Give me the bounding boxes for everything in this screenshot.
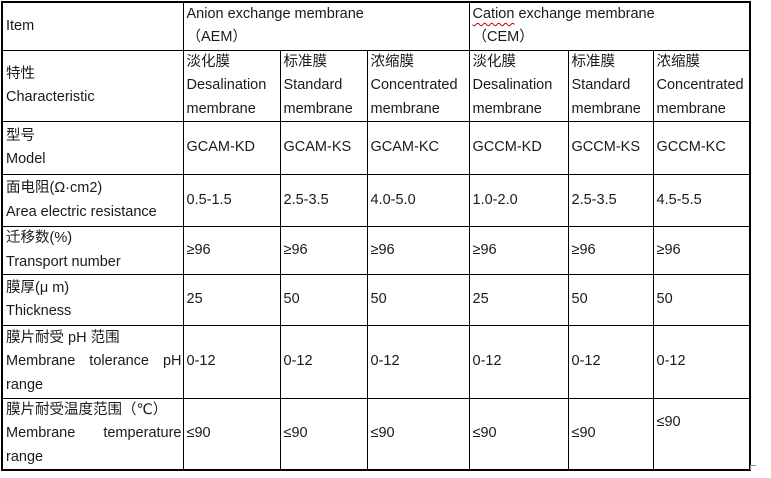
membrane-type-header-cell: 标准膜 Standard membrane (567, 49, 654, 123)
membrane-type-en: Concentrated membrane (370, 77, 458, 117)
value-cell-area-electric-resistance-0: 0.5-1.5 (182, 174, 281, 228)
value-cell-thickness-3: 25 (468, 274, 569, 327)
spec-row-ph-range: 膜片耐受 pH 范围 Membrane tolerance pH range 0-1… (1, 325, 751, 400)
value-cell-temperature-range-1: ≤90 (279, 398, 368, 471)
value-cell-temperature-range-2: ≤90 (366, 398, 470, 471)
row-label-transport-number: 迁移数(%) Transport number (1, 226, 184, 276)
value-cell-model-4: GCCM-KS (567, 121, 654, 176)
value-cell-thickness-2: 50 (366, 274, 470, 327)
value-cell-transport-number-3: ≥96 (468, 226, 569, 276)
membrane-type-en: Standard membrane (571, 77, 641, 117)
membrane-type-en: Concentrated membrane (656, 77, 744, 117)
membrane-type-header-cell: 淡化膜 Desalination membrane (468, 49, 569, 123)
value-cell-ph-range-1: 0-12 (279, 325, 368, 400)
row-label-en: Model (6, 151, 46, 168)
row-label-zh: 膜厚(μ m) (6, 279, 70, 296)
value-cell-area-electric-resistance-2: 4.0-5.0 (366, 174, 470, 228)
row-label-zh: 面电阻(Ω·cm2) (6, 180, 103, 197)
characteristic-zh: 特性 (6, 65, 35, 82)
membrane-type-header-row: 特性 Characteristic 淡化膜 Desalination membra… (1, 49, 751, 123)
value-cell-model-5: GCCM-KC (652, 121, 751, 176)
group-header-aem: Anion exchange membrane （AEM） (182, 1, 470, 51)
row-label-thickness: 膜厚(μ m) Thickness (1, 274, 184, 327)
value-cell-thickness-1: 50 (279, 274, 368, 327)
spec-row-thickness: 膜厚(μ m) Thickness 25 50 50 25 50 50 (1, 274, 751, 327)
value-cell-thickness-0: 25 (182, 274, 281, 327)
row-label-zh: 膜片耐受温度范围（℃） (6, 402, 168, 419)
row-label-en: Membrane temperature range (6, 425, 182, 465)
value-cell-transport-number-5: ≥96 (652, 226, 751, 276)
value-cell-transport-number-1: ≥96 (279, 226, 368, 276)
membrane-type-header-cell: 浓缩膜 Concentrated membrane (652, 49, 751, 123)
group-header-row: Item Anion exchange membrane （AEM） Catio… (1, 1, 751, 51)
membrane-type-zh: 浓缩膜 (656, 53, 701, 70)
item-header-cell: Item (1, 1, 184, 51)
value-cell-thickness-5: 50 (652, 274, 751, 327)
membrane-type-header-cell: 标准膜 Standard membrane (279, 49, 368, 123)
membrane-type-en: Standard membrane (283, 77, 353, 117)
row-label-zh: 型号 (6, 127, 35, 144)
value-cell-ph-range-4: 0-12 (567, 325, 654, 400)
value-cell-model-1: GCAM-KS (279, 121, 368, 176)
group-header-cem: Cation exchange membrane （CEM） (468, 1, 751, 51)
value-cell-model-2: GCAM-KC (366, 121, 470, 176)
group-title-cem: Cation exchange membrane (473, 3, 748, 26)
row-label-en: Area electric resistance (6, 203, 157, 220)
characteristic-en: Characteristic (6, 88, 95, 105)
value-cell-area-electric-resistance-1: 2.5-3.5 (279, 174, 368, 228)
value-cell-transport-number-2: ≥96 (366, 226, 470, 276)
membrane-spec-table: Item Anion exchange membrane （AEM） Catio… (1, 1, 752, 472)
membrane-type-zh: 标准膜 (571, 53, 616, 70)
row-label-temperature-range: 膜片耐受温度范围（℃） Membrane temperature range (1, 398, 184, 471)
value-cell-ph-range-3: 0-12 (468, 325, 569, 400)
value-cell-area-electric-resistance-4: 2.5-3.5 (567, 174, 654, 228)
value-cell-thickness-4: 50 (567, 274, 654, 327)
value-cell-ph-range-5: 0-12 (652, 325, 751, 400)
membrane-type-zh: 标准膜 (283, 53, 328, 70)
membrane-type-en: Desalination membrane (472, 77, 553, 117)
row-label-en: Membrane tolerance pH range (6, 353, 182, 393)
value-cell-temperature-range-0: ≤90 (182, 398, 281, 471)
value-cell-area-electric-resistance-3: 1.0-2.0 (468, 174, 569, 228)
membrane-type-header-cell: 淡化膜 Desalination membrane (182, 49, 281, 123)
spec-row-area-electric-resistance: 面电阻(Ω·cm2) Area electric resistance 0.5-1.… (1, 174, 751, 228)
membrane-type-header-cell: 浓缩膜 Concentrated membrane (366, 49, 470, 123)
group-title-aem: Anion exchange membrane (187, 3, 467, 26)
membrane-type-en: Desalination membrane (186, 77, 267, 117)
table-resize-handle-icon[interactable] (750, 465, 756, 470)
row-label-model: 型号 Model (1, 121, 184, 176)
row-label-zh: 膜片耐受 pH 范围 (6, 329, 120, 346)
spec-row-transport-number: 迁移数(%) Transport number ≥96 ≥96 ≥96 ≥96 ≥96 ≥96 (1, 226, 751, 276)
value-cell-area-electric-resistance-5: 4.5-5.5 (652, 174, 751, 228)
spec-row-model: 型号 Model GCAM-KD GCAM-KS GCAM-KC GCCM-KD GCCM-… (1, 121, 751, 176)
membrane-type-zh: 浓缩膜 (370, 53, 415, 70)
group-title-word: Anion (186, 6, 224, 22)
row-label-en: Transport number (6, 253, 121, 270)
row-label-ph-range: 膜片耐受 pH 范围 Membrane tolerance pH range (1, 325, 184, 400)
membrane-type-zh: 淡化膜 (186, 53, 231, 70)
value-cell-transport-number-4: ≥96 (567, 226, 654, 276)
misspelled-word-squiggle: Cation (472, 6, 515, 22)
row-label-zh: 迁移数(%) (6, 230, 73, 247)
row-label-area-electric-resistance: 面电阻(Ω·cm2) Area electric resistance (1, 174, 184, 228)
spec-row-temperature-range: 膜片耐受温度范围（℃） Membrane temperature range ≤90… (1, 398, 751, 471)
characteristic-header-cell: 特性 Characteristic (1, 49, 184, 123)
membrane-type-zh: 淡化膜 (472, 53, 517, 70)
value-cell-ph-range-2: 0-12 (366, 325, 470, 400)
value-cell-transport-number-0: ≥96 (182, 226, 281, 276)
group-subtitle-cem: （CEM） (472, 29, 534, 46)
group-subtitle-aem: （AEM） (186, 29, 247, 46)
value-cell-model-0: GCAM-KD (182, 121, 281, 176)
value-cell-temperature-range-5: ≤90 (652, 398, 751, 471)
value-cell-temperature-range-3: ≤90 (468, 398, 569, 471)
group-title-rest: exchange membrane (223, 6, 364, 22)
group-title-rest: exchange membrane (514, 6, 655, 22)
value-cell-model-3: GCCM-KD (468, 121, 569, 176)
value-cell-temperature-range-4: ≤90 (567, 398, 654, 471)
row-label-en: Thickness (6, 303, 72, 320)
item-label: Item (6, 17, 35, 34)
value-cell-ph-range-0: 0-12 (182, 325, 281, 400)
